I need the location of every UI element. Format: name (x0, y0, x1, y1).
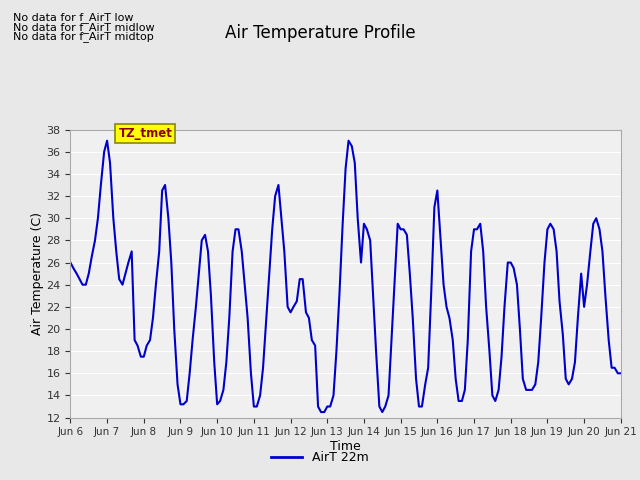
Text: Air Temperature Profile: Air Temperature Profile (225, 24, 415, 42)
Text: No data for f_AirT low: No data for f_AirT low (13, 12, 133, 23)
Text: TZ_tmet: TZ_tmet (118, 127, 172, 140)
X-axis label: Time: Time (330, 440, 361, 453)
Text: No data for f_AirT midlow: No data for f_AirT midlow (13, 22, 154, 33)
Legend: AirT 22m: AirT 22m (266, 446, 374, 469)
Y-axis label: Air Temperature (C): Air Temperature (C) (31, 212, 44, 335)
Text: No data for f_AirT midtop: No data for f_AirT midtop (13, 31, 154, 42)
